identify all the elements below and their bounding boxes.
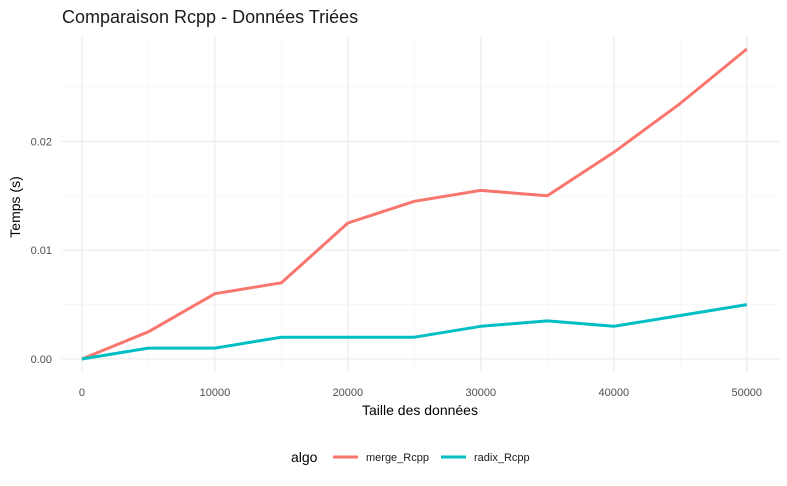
series-line-radix-rcpp <box>81 303 748 361</box>
y-axis-title: Temps (s) <box>7 176 23 237</box>
x-axis-ticks: 0 10000 20000 30000 40000 50000 <box>79 387 762 399</box>
legend-title: algo <box>291 449 318 465</box>
chart-title: Comparaison Rcpp - Données Triées <box>62 7 358 27</box>
y-tick-label: 0.00 <box>31 354 52 366</box>
major-grid <box>62 36 780 372</box>
x-tick-label: 10000 <box>200 387 231 399</box>
legend: algo merge_Rcpp radix_Rcpp <box>291 449 530 465</box>
x-tick-label: 0 <box>79 387 85 399</box>
legend-label: merge_Rcpp <box>366 452 429 464</box>
y-tick-label: 0.01 <box>31 245 52 257</box>
x-tick-label: 50000 <box>731 387 762 399</box>
minor-grid <box>62 36 780 372</box>
x-axis-title: Taille des données <box>362 402 478 418</box>
y-tick-label: 0.02 <box>31 136 52 148</box>
series-line-merge-rcpp <box>81 47 748 361</box>
series-lines <box>81 47 748 361</box>
y-axis-ticks: 0.00 0.01 0.02 <box>31 136 52 365</box>
x-tick-label: 30000 <box>466 387 497 399</box>
x-tick-label: 40000 <box>598 387 629 399</box>
legend-label: radix_Rcpp <box>474 452 530 464</box>
x-tick-label: 20000 <box>333 387 364 399</box>
